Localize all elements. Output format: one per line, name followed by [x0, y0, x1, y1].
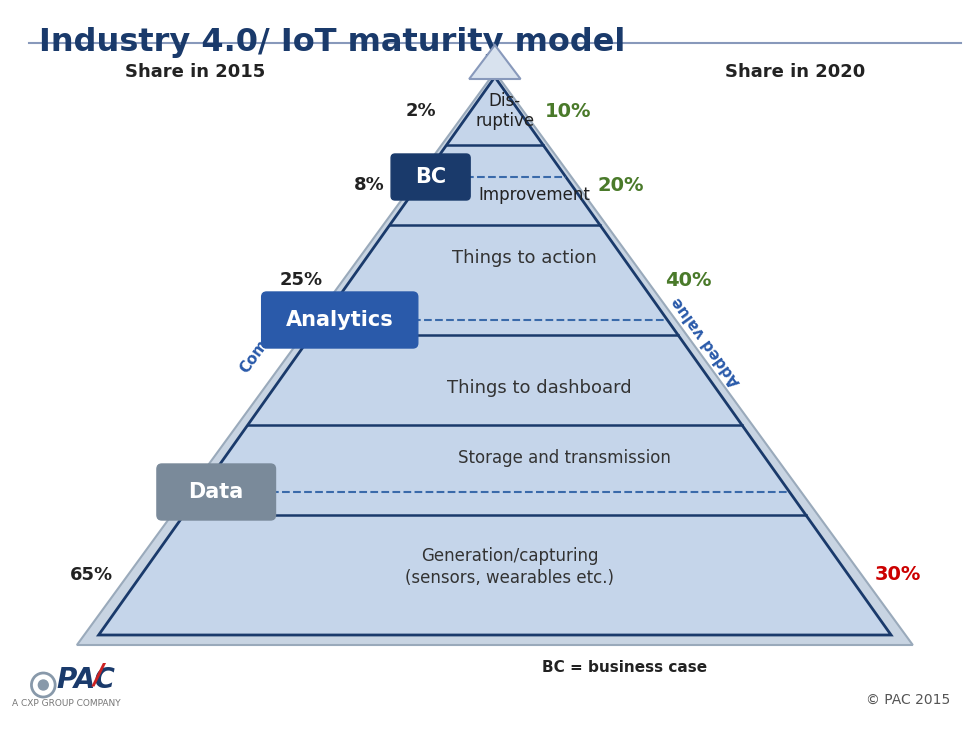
- Polygon shape: [99, 77, 890, 635]
- Circle shape: [38, 680, 48, 690]
- Text: Share in 2020: Share in 2020: [725, 63, 865, 81]
- Text: © PAC 2015: © PAC 2015: [866, 693, 950, 707]
- Text: 40%: 40%: [664, 270, 711, 290]
- FancyBboxPatch shape: [390, 154, 469, 200]
- Text: Dis-
ruptive: Dis- ruptive: [474, 93, 534, 129]
- Text: 25%: 25%: [280, 271, 323, 289]
- Text: Improvement: Improvement: [478, 186, 590, 204]
- Text: /: /: [94, 661, 104, 689]
- Text: BC: BC: [415, 167, 446, 187]
- Text: Added value: Added value: [669, 294, 743, 389]
- Text: A CXP GROUP COMPANY: A CXP GROUP COMPANY: [12, 698, 120, 708]
- Text: Storage and transmission: Storage and transmission: [457, 449, 670, 467]
- Text: Things to action: Things to action: [452, 249, 597, 267]
- Text: BC = business case: BC = business case: [541, 659, 706, 675]
- Text: Things to dashboard: Things to dashboard: [447, 379, 631, 397]
- Text: Generation/capturing
(sensors, wearables etc.): Generation/capturing (sensors, wearables…: [405, 547, 613, 587]
- Text: 20%: 20%: [598, 176, 644, 195]
- Text: Share in 2015: Share in 2015: [125, 63, 265, 81]
- Text: Industry 4.0/ IoT maturity model: Industry 4.0/ IoT maturity model: [39, 27, 625, 58]
- Text: PAC: PAC: [57, 666, 115, 694]
- Text: Data: Data: [189, 482, 244, 502]
- Text: 2%: 2%: [406, 102, 436, 120]
- FancyBboxPatch shape: [261, 292, 418, 348]
- Text: 65%: 65%: [70, 566, 113, 584]
- Text: Analytics: Analytics: [286, 310, 393, 330]
- Text: Complexity: Complexity: [237, 289, 305, 376]
- Polygon shape: [468, 45, 520, 79]
- Text: 30%: 30%: [873, 565, 920, 584]
- Polygon shape: [77, 72, 911, 645]
- Text: 10%: 10%: [545, 101, 591, 121]
- Text: 8%: 8%: [353, 176, 383, 194]
- FancyBboxPatch shape: [156, 464, 275, 520]
